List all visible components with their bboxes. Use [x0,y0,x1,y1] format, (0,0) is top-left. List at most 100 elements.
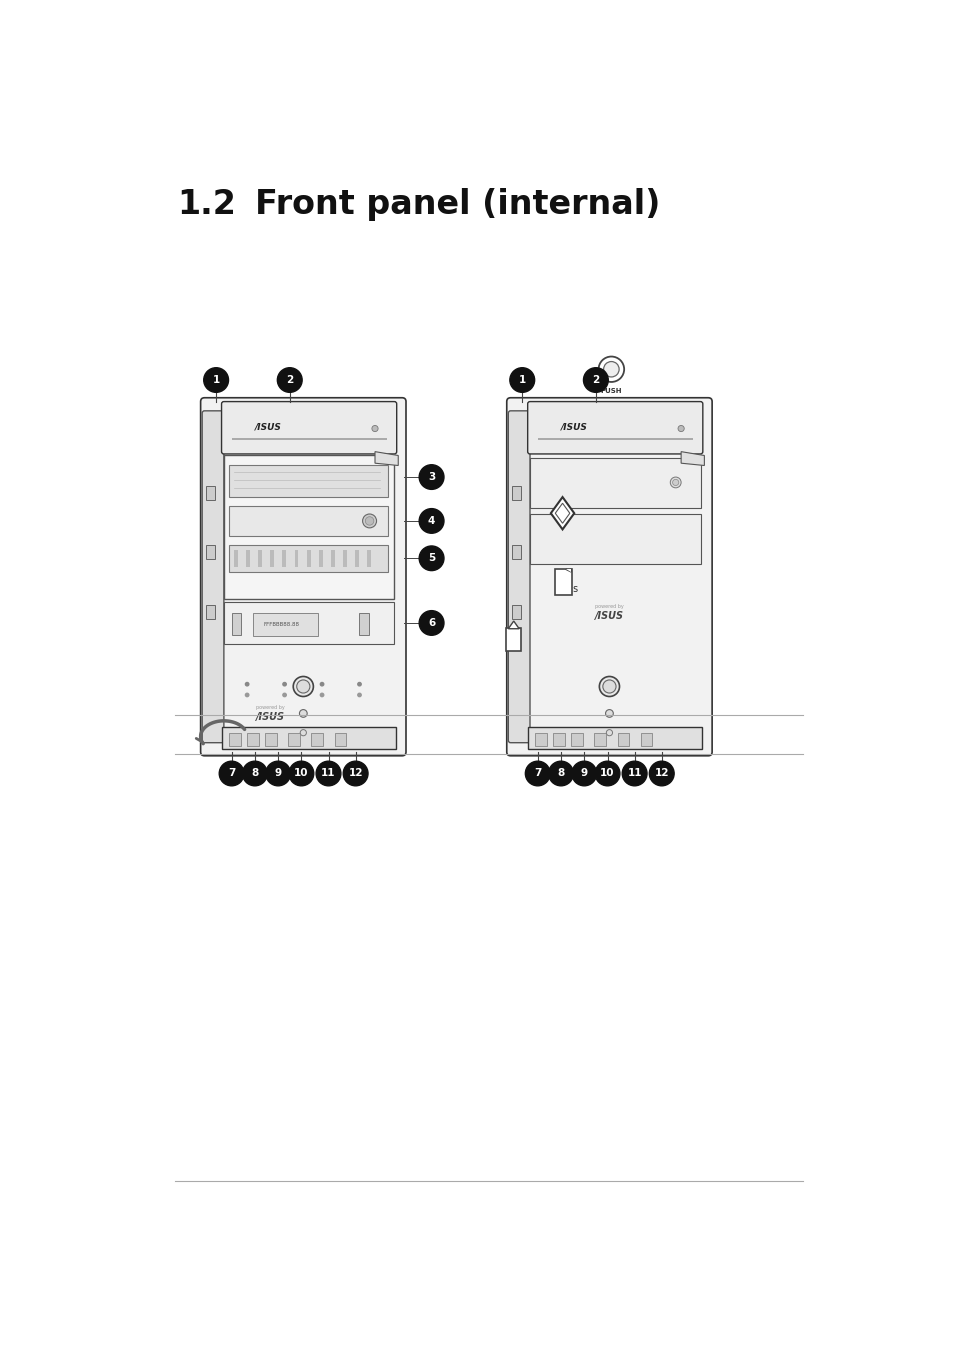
Bar [232,438,386,440]
Bar [247,734,258,746]
Bar [331,550,335,567]
Circle shape [605,709,613,717]
Bar [617,734,629,746]
Text: Front panel (internal): Front panel (internal) [254,188,659,220]
Bar [343,550,347,567]
Circle shape [245,693,249,697]
Text: s: s [572,584,578,594]
Circle shape [299,709,307,717]
Text: 10: 10 [294,769,309,778]
Polygon shape [680,451,703,466]
Text: 1.2: 1.2 [177,188,236,220]
Bar [270,550,274,567]
Bar [367,550,371,567]
Text: 3: 3 [428,471,435,482]
Circle shape [548,761,573,786]
Polygon shape [508,621,518,628]
Circle shape [315,761,340,786]
Bar [512,546,521,559]
Circle shape [320,693,323,697]
Bar [537,438,692,440]
Circle shape [525,761,550,786]
Bar [206,605,215,619]
Text: /ISUS: /ISUS [595,612,623,621]
Bar [530,458,700,508]
Bar [229,507,388,535]
Circle shape [372,426,377,431]
Bar [306,550,311,567]
Bar [233,550,237,567]
Circle shape [242,761,267,786]
Circle shape [357,682,361,686]
Text: 4: 4 [428,516,435,526]
Bar [224,601,394,644]
Circle shape [296,680,310,693]
Circle shape [293,677,313,697]
Bar [359,613,369,635]
FancyBboxPatch shape [202,411,224,743]
Circle shape [418,465,443,489]
Bar [224,455,394,600]
FancyBboxPatch shape [506,397,711,755]
Circle shape [219,761,244,786]
Circle shape [365,516,374,526]
Bar [221,727,395,748]
Bar [229,544,388,571]
Circle shape [595,761,619,786]
Circle shape [362,513,376,528]
Circle shape [357,693,361,697]
Text: 11: 11 [627,769,641,778]
FancyBboxPatch shape [527,401,702,454]
Circle shape [418,546,443,570]
Circle shape [621,761,646,786]
Circle shape [649,761,674,786]
Bar [530,513,700,565]
Circle shape [598,677,618,697]
Circle shape [583,367,608,392]
Bar [318,550,322,567]
Text: 9: 9 [580,769,587,778]
Bar [311,734,323,746]
Circle shape [245,682,249,686]
Bar [294,550,298,567]
Circle shape [320,682,323,686]
Text: 12: 12 [348,769,362,778]
Text: 2: 2 [286,376,294,385]
Bar [640,734,652,746]
Text: FFFBBB88.88: FFFBBB88.88 [264,623,299,627]
Text: 2: 2 [592,376,598,385]
Text: 7: 7 [534,769,541,778]
Bar [288,734,299,746]
Bar [512,605,521,619]
Circle shape [571,761,596,786]
Circle shape [603,362,618,377]
Bar [265,734,276,746]
Bar [206,486,215,500]
Circle shape [300,730,306,736]
Circle shape [283,693,286,697]
Text: 8: 8 [557,769,564,778]
Text: /ISUS: /ISUS [255,712,285,721]
Text: 11: 11 [321,769,335,778]
FancyBboxPatch shape [221,401,396,454]
Bar [571,734,582,746]
Bar [229,465,388,497]
Text: 9: 9 [274,769,281,778]
FancyBboxPatch shape [555,569,571,594]
Bar [355,550,358,567]
Text: 12: 12 [654,769,668,778]
Circle shape [289,761,314,786]
Text: 6: 6 [428,617,435,628]
Circle shape [418,508,443,534]
Bar [535,734,546,746]
Bar [335,734,346,746]
Text: /ISUS: /ISUS [254,422,281,431]
Bar [246,550,250,567]
Circle shape [678,426,683,431]
Bar [253,613,318,636]
Bar [553,734,564,746]
Polygon shape [566,570,571,571]
Text: /ISUS: /ISUS [560,422,587,431]
Text: powered by: powered by [595,604,623,609]
Text: 1: 1 [213,376,219,385]
